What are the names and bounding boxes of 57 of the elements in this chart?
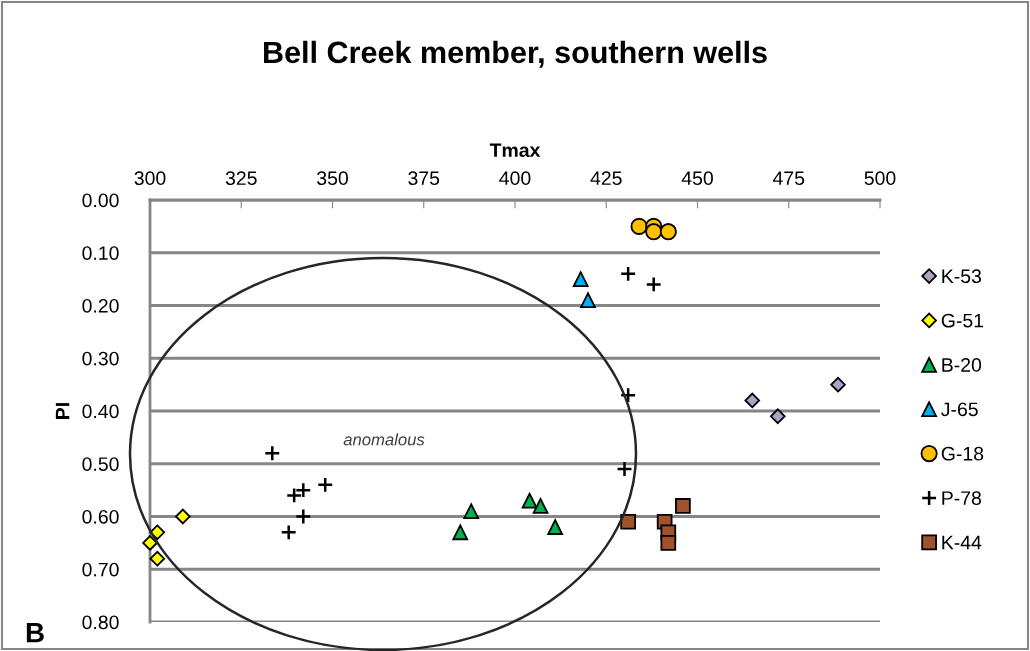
legend-label: G-51: [941, 313, 984, 328]
point: [620, 513, 636, 530]
point: [149, 550, 166, 567]
point: [521, 492, 538, 509]
y-tick-label: 0.10: [82, 246, 119, 260]
point: [463, 503, 480, 520]
x-tick-label: 425: [590, 171, 622, 186]
point: [175, 508, 191, 525]
x-tick-label: 375: [408, 171, 440, 186]
point: [317, 476, 334, 494]
x-tick-label: 300: [134, 171, 166, 186]
y-tick-label: 0.80: [82, 615, 119, 630]
point: [645, 223, 663, 241]
point: [580, 292, 596, 309]
point: [452, 524, 469, 541]
point: [616, 460, 633, 478]
legend-label: B-20: [942, 358, 982, 372]
y-tick-label: 0.60: [82, 509, 119, 524]
point: [532, 498, 549, 514]
point: [142, 535, 158, 551]
point: [659, 223, 677, 241]
y-tick-label: 0.20: [82, 298, 119, 313]
legend-label: K-44: [942, 535, 982, 550]
legend-label: G-18: [941, 446, 984, 461]
y-tick-label: 0.40: [82, 404, 119, 419]
x-tick-label: 350: [317, 171, 348, 186]
text: B: [26, 623, 44, 643]
y-tick-label: 0.70: [82, 562, 119, 577]
legend-label: P-78: [942, 491, 982, 505]
point: [572, 271, 589, 287]
y-tick-label: 0.50: [82, 457, 119, 471]
point: [744, 392, 761, 409]
annotation: anomalous: [343, 433, 425, 446]
point: [280, 524, 297, 541]
x-axis-title: Tmax: [489, 143, 541, 158]
point: [630, 217, 648, 235]
legend-label: K-53: [942, 269, 982, 284]
x-tick-label: 500: [864, 171, 896, 186]
legend-label: J-65: [941, 402, 978, 417]
y-tick-label: 0.00: [82, 193, 119, 208]
point: [830, 376, 846, 393]
point: [547, 519, 563, 535]
x-tick-label: 325: [225, 171, 257, 186]
point: [675, 498, 691, 514]
y-axis-title: PI: [55, 403, 70, 419]
point: [619, 386, 637, 404]
point: [660, 535, 677, 551]
point: [770, 408, 786, 425]
x-tick-label: 475: [772, 171, 805, 186]
y-tick-label: 0.30: [82, 351, 119, 366]
point: [619, 265, 637, 283]
x-tick-label: 450: [681, 171, 713, 186]
point: [295, 508, 312, 525]
chart-title: Bell Creek member, southern wells: [264, 40, 767, 68]
point: [264, 445, 281, 462]
point: [645, 276, 662, 293]
x-tick-label: 400: [499, 171, 531, 186]
